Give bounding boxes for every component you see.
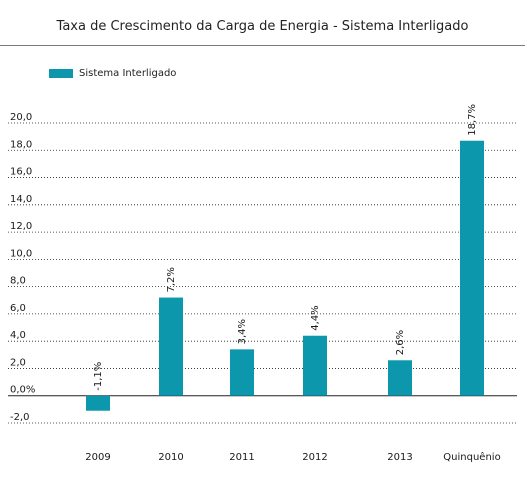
- chart-title: Taxa de Crescimento da Carga de Energia …: [56, 19, 469, 34]
- x-tick-label: 2009: [85, 452, 110, 463]
- data-label: 7,2%: [166, 267, 177, 292]
- y-tick-label: 16,0: [10, 167, 32, 178]
- legend: Sistema Interligado: [49, 68, 176, 79]
- x-tick-label: 2010: [158, 452, 183, 463]
- bar-2009: [86, 395, 110, 411]
- data-label: 2,6%: [395, 330, 406, 355]
- x-tick-label: 2011: [229, 452, 254, 463]
- data-labels: -1,1% 7,2% 3,4% 4,4% 2,6% 18,7%: [93, 104, 478, 391]
- x-tick-label: 2013: [387, 452, 412, 463]
- legend-label: Sistema Interligado: [79, 68, 177, 79]
- title-divider: [0, 45, 525, 46]
- data-label: 3,4%: [237, 319, 248, 344]
- bar-2013: [388, 360, 412, 396]
- bar-2011: [230, 349, 254, 396]
- y-tick-label: 8,0: [10, 276, 26, 287]
- x-tick-label: Quinquênio: [443, 451, 500, 463]
- data-label: -1,1%: [93, 362, 104, 391]
- y-tick-label: 4,0: [10, 330, 26, 341]
- x-axis: 2009 2010 2011 2012 2013 Quinquênio: [85, 451, 500, 463]
- bar-quinquênio: [460, 140, 484, 396]
- y-tick-label: 6,0: [10, 303, 26, 314]
- bars: [86, 140, 484, 411]
- y-tick-label: 18,0: [10, 139, 32, 150]
- y-tick-label: -2,0: [10, 412, 30, 423]
- data-label: 4,4%: [310, 305, 321, 330]
- y-tick-label: 10,0: [10, 248, 32, 259]
- y-tick-label: 20,0: [10, 112, 32, 123]
- y-tick-label: 14,0: [10, 194, 32, 205]
- grid-lines: [8, 122, 517, 424]
- legend-swatch: [49, 69, 73, 78]
- y-tick-label: 12,0: [10, 221, 32, 232]
- y-tick-label: 0,0%: [10, 385, 35, 396]
- x-tick-label: 2012: [302, 452, 327, 463]
- bar-2012: [303, 335, 327, 396]
- y-tick-label: 2,0: [10, 357, 26, 368]
- data-label: 18,7%: [467, 104, 478, 136]
- bar-2010: [159, 297, 183, 396]
- y-axis: 20,0 18,0 16,0 14,0 12,0 10,0 8,0 6,0 4,0 2,0 0,0%…: [10, 112, 35, 423]
